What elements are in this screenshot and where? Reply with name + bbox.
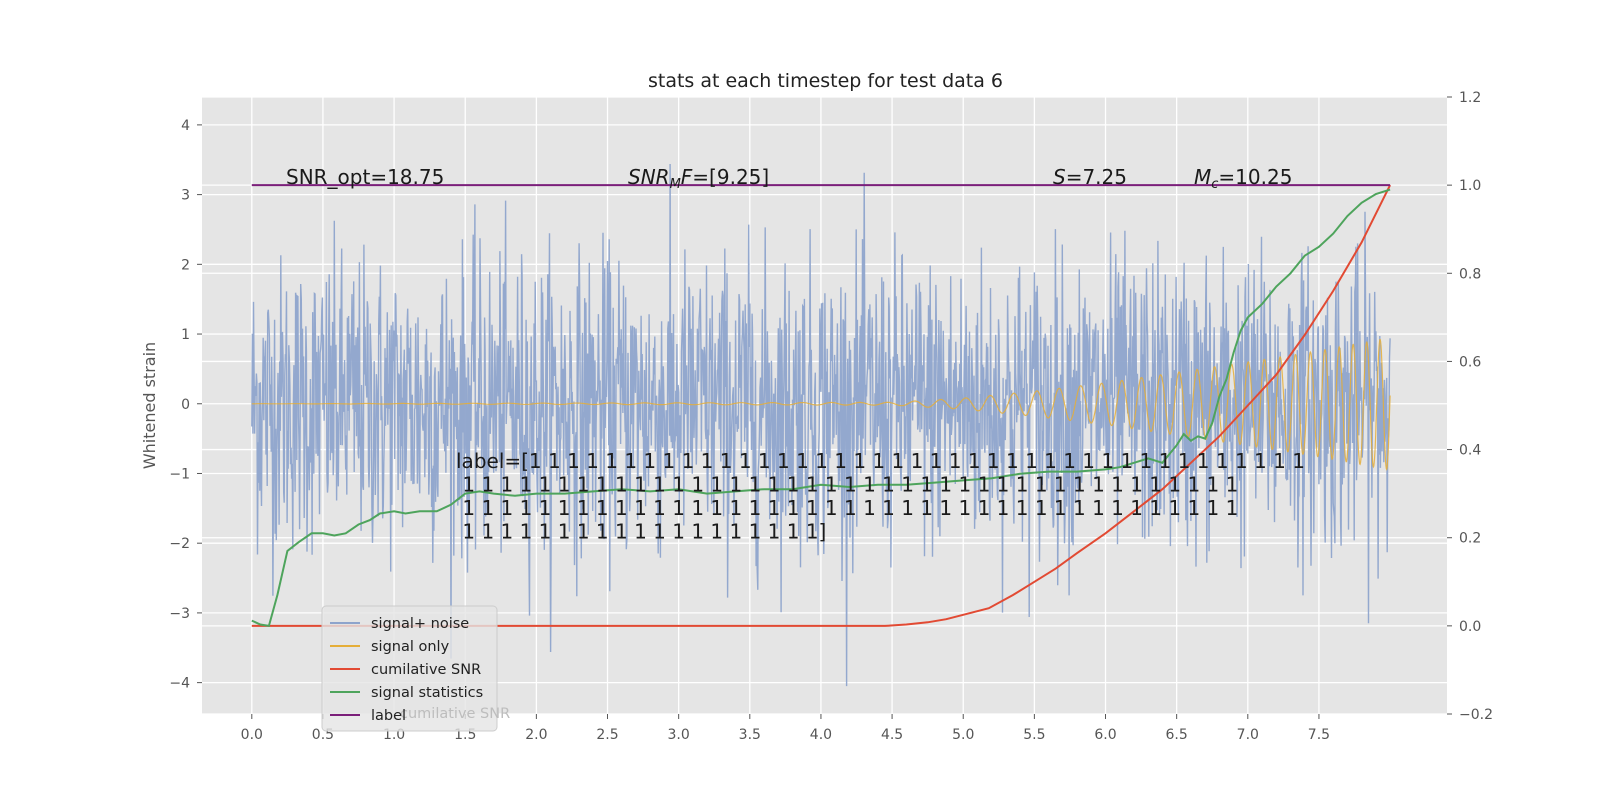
x-tick-label: 2.5 bbox=[596, 727, 618, 743]
series-line-cumilative-snr bbox=[251, 184, 1391, 627]
y-tick-label: 4 bbox=[181, 118, 190, 134]
y-tick-label: −2 bbox=[169, 536, 190, 552]
legend-entry: signal+ noise bbox=[371, 616, 469, 632]
x-tick-label: 3.0 bbox=[668, 727, 690, 743]
x-tick-label: 5.0 bbox=[952, 727, 974, 743]
y-tick-label: 1 bbox=[181, 327, 190, 343]
y-tick-label: −1 bbox=[169, 466, 190, 482]
y-tick-label: 2 bbox=[181, 257, 190, 273]
y2-tick-label: 1.0 bbox=[1459, 178, 1481, 194]
legend-entry: cumilative SNR bbox=[371, 662, 481, 678]
x-tick-label: 6.0 bbox=[1094, 727, 1116, 743]
x-tick-label: 7.5 bbox=[1308, 727, 1330, 743]
label-line: 1 1 1 1 1 1 1 1 1 1 1 1 1 1 1 1 1 1 1] bbox=[456, 520, 826, 544]
legend-entry: signal statistics bbox=[371, 685, 483, 701]
y2-tick-label: 0.0 bbox=[1459, 619, 1481, 635]
legend-entry: signal only bbox=[371, 639, 450, 655]
x-tick-label: 5.5 bbox=[1023, 727, 1045, 743]
legend-ghost-text: cumilative SNR bbox=[400, 706, 510, 722]
legend: cumilative SNR signal+ noise signal only cu… bbox=[321, 605, 510, 732]
legend-box bbox=[321, 605, 498, 732]
y2-tick-label: 0.4 bbox=[1459, 443, 1481, 459]
y2-tick-label: 1.2 bbox=[1459, 90, 1481, 106]
y2-tick-label: 0.6 bbox=[1459, 354, 1481, 370]
x-tick-label: 4.5 bbox=[881, 727, 903, 743]
label-line: 1 1 1 1 1 1 1 1 1 1 1 1 1 1 1 1 1 1 1 1 … bbox=[456, 473, 1238, 497]
label-line: label=[1 1 1 1 1 1 1 1 1 1 1 1 1 1 1 1 1… bbox=[456, 449, 1305, 473]
snr-opt-annotation: SNR_opt=18.75 bbox=[286, 165, 444, 189]
x-tick-label: 2.0 bbox=[525, 727, 547, 743]
series-line-signal-only bbox=[251, 338, 1391, 471]
chirp-mass-annotation: Mc=10.25 bbox=[1194, 165, 1292, 192]
series-line-signal-statistics bbox=[251, 188, 1391, 628]
x-tick-label: 4.0 bbox=[810, 727, 832, 743]
y-tick-label: −3 bbox=[169, 606, 190, 622]
y2-tick-label: 0.2 bbox=[1459, 531, 1481, 547]
y-tick-label: 3 bbox=[181, 188, 190, 204]
chart-title: stats at each timestep for test data 6 bbox=[648, 70, 1003, 92]
label-line: 1 1 1 1 1 1 1 1 1 1 1 1 1 1 1 1 1 1 1 1 … bbox=[456, 496, 1238, 520]
x-tick-label: 6.5 bbox=[1166, 727, 1188, 743]
y-tick-label: 0 bbox=[181, 397, 190, 413]
y-tick-label: −4 bbox=[169, 676, 190, 692]
x-tick-label: 3.5 bbox=[739, 727, 761, 743]
x-tick-label: 0.0 bbox=[241, 727, 263, 743]
series-layer bbox=[251, 163, 1391, 687]
y2-tick-label: 0.8 bbox=[1459, 266, 1481, 282]
label-annotation: label=[1 1 1 1 1 1 1 1 1 1 1 1 1 1 1 1 1… bbox=[456, 449, 1305, 544]
x-tick-label: 7.0 bbox=[1237, 727, 1259, 743]
series-line-signal-noise bbox=[251, 163, 1391, 687]
annotations: SNR_opt=18.75 SNRMF=[9.25] S=7.25 Mc=10.… bbox=[286, 165, 1305, 544]
y2-tick-label: −0.2 bbox=[1459, 707, 1493, 723]
snr-mf-annotation: SNRMF=[9.25] bbox=[628, 165, 769, 192]
legend-entry: label bbox=[371, 708, 406, 724]
spin-annotation: S=7.25 bbox=[1053, 165, 1127, 189]
y-axis-label: Whitened strain bbox=[140, 342, 159, 469]
